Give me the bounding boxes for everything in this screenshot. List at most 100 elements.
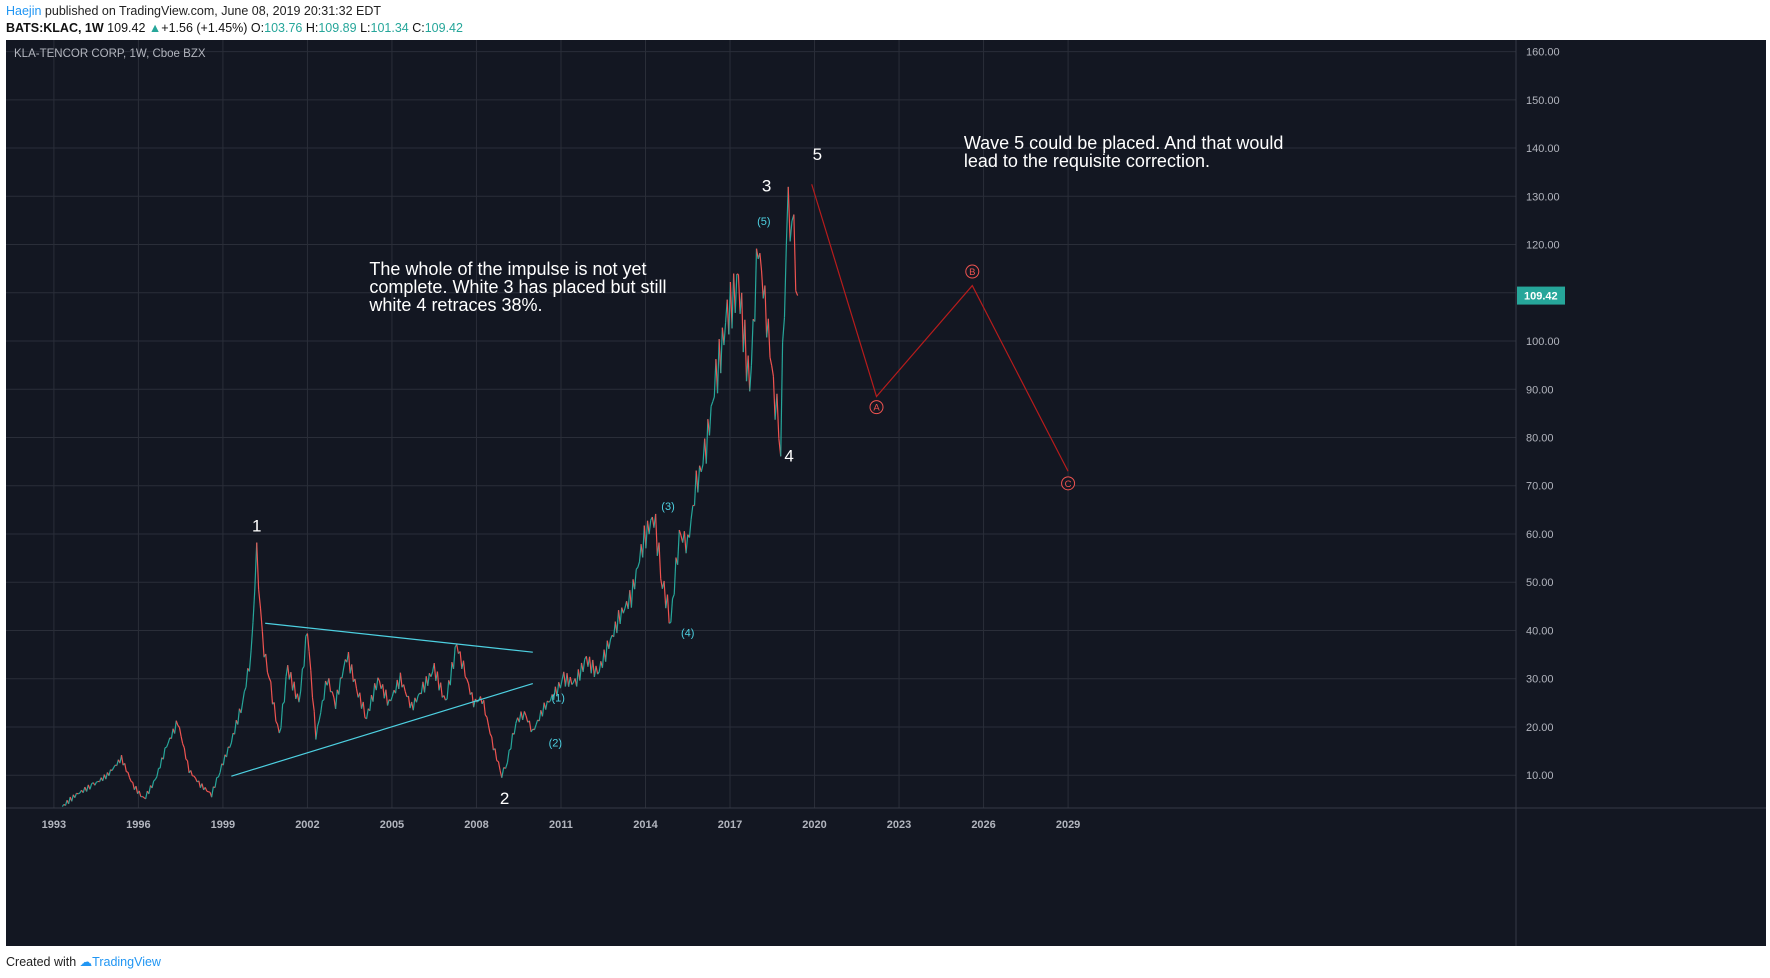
price-bar [229, 742, 232, 748]
price-bar [258, 589, 262, 609]
price-bar [377, 677, 381, 682]
price-bar [74, 793, 77, 798]
y-tick-label: 50.00 [1526, 577, 1554, 589]
price-bar [479, 696, 483, 705]
y-tick-label: 160.00 [1526, 47, 1560, 59]
price-bar [638, 544, 642, 562]
price-bar [510, 733, 514, 750]
projection-point-label: A [873, 403, 880, 414]
price-bar [462, 660, 466, 677]
subwave-label: (3) [661, 501, 674, 513]
price-bar [265, 653, 269, 673]
wave-label: 5 [813, 145, 822, 164]
price-bar [787, 186, 791, 242]
price-bar [412, 697, 416, 711]
subwave-label: (1) [551, 692, 564, 704]
price-bar [254, 542, 258, 589]
price-bar [553, 686, 556, 700]
price-bar [120, 754, 124, 766]
price-bar [185, 758, 188, 762]
price-bar [320, 700, 323, 713]
price-bar [415, 695, 419, 703]
price-bar [666, 594, 670, 624]
price-bar [471, 692, 475, 708]
tradingview-link[interactable]: TradingView [92, 955, 161, 969]
price-bar [275, 720, 279, 725]
price-bar [496, 760, 499, 763]
price-bar [793, 214, 797, 291]
price-bar [206, 790, 209, 793]
price-bar [313, 711, 317, 740]
price-bar [182, 743, 185, 748]
price-bar [167, 737, 171, 744]
price-bar [280, 703, 284, 728]
price-bar [559, 679, 563, 689]
price-bar [248, 650, 252, 672]
price-bar [283, 676, 287, 703]
chart-panel[interactable]: 10.00 20.00 30.00 40.00 50.00 60.00 70.00 80.00… [6, 40, 1766, 946]
price-bar [678, 529, 682, 536]
price-bar [96, 780, 99, 783]
price-change: +1.56 (+1.45%) [161, 21, 248, 35]
price-bar [225, 746, 229, 758]
price-bar [186, 760, 190, 774]
price-bar [303, 636, 307, 667]
x-tick-label: 2020 [802, 819, 826, 831]
author-link[interactable]: Haejin [6, 4, 42, 18]
price-bar [582, 659, 586, 672]
price-chart[interactable]: 10.00 20.00 30.00 40.00 50.00 60.00 70.00 80.00… [6, 40, 1766, 946]
price-bar [494, 748, 498, 761]
price-bar [331, 691, 335, 698]
projection-point-marker [965, 264, 980, 279]
price-bar [386, 699, 390, 706]
price-bar [508, 748, 512, 751]
price-bar [71, 794, 74, 802]
price-bar [789, 220, 793, 242]
price-bar [151, 780, 155, 789]
projection-line [811, 184, 1069, 472]
price-bar [685, 534, 689, 554]
price-bar [130, 780, 134, 783]
price-bar [287, 665, 290, 680]
price-bar [518, 711, 522, 723]
annotation-text: Wave 5 could be placed. And that would [964, 133, 1284, 153]
price-bar [466, 678, 470, 685]
wave-label: 3 [762, 176, 771, 195]
price-bar [85, 784, 89, 792]
price-bar [741, 292, 744, 353]
price-bar [252, 588, 256, 623]
subwave-label: (4) [681, 628, 694, 640]
price-bar [750, 319, 754, 366]
price-bar [688, 519, 692, 538]
price-bar [505, 762, 509, 769]
y-tick-label: 10.00 [1526, 770, 1554, 782]
price-bar [142, 795, 145, 799]
price-bar [282, 701, 285, 705]
price-bar [124, 763, 127, 772]
price-bar [310, 670, 314, 698]
last-price-tag [1517, 286, 1565, 305]
y-tick-label: 80.00 [1526, 433, 1554, 445]
price-bar [404, 691, 408, 697]
price-bar [759, 253, 763, 271]
price-bar [270, 681, 274, 705]
created-with-label: Created with [6, 955, 77, 969]
price-bar [77, 792, 81, 795]
price-bar [385, 689, 389, 706]
price-bar [690, 505, 694, 520]
price-bar [407, 696, 411, 709]
price-bar [227, 746, 230, 749]
price-bar [443, 695, 447, 701]
price-bar [776, 393, 780, 439]
price-bar [193, 775, 197, 779]
price-bar [427, 673, 430, 686]
price-bar [211, 786, 214, 798]
close-label: C: [412, 21, 425, 35]
axes: 10.00 20.00 30.00 40.00 50.00 60.00 70.00 80.00… [6, 40, 1766, 946]
price-bar [359, 692, 363, 709]
price-bar [486, 716, 490, 726]
price-bar [293, 681, 297, 699]
price-bar [723, 322, 727, 346]
price-bar [622, 608, 626, 614]
price-bar [148, 785, 152, 795]
